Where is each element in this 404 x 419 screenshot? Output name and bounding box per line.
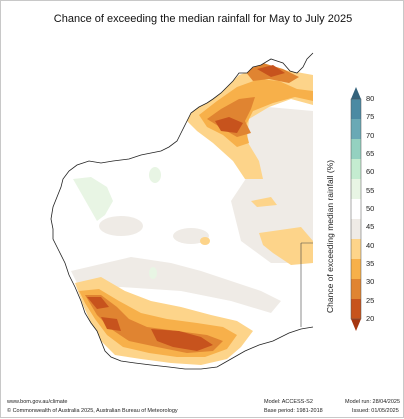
colorbar-tick-label: 35 [366, 259, 375, 268]
footer-model: Model: ACCESS-S2 [264, 399, 313, 405]
colorbar-cell [351, 299, 361, 319]
footer-model-run: Model run: 28/04/2025 [345, 399, 401, 405]
colorbar-cell [351, 159, 361, 179]
colorbar-arrow-bottom [351, 319, 361, 331]
colorbar-tick-label: 40 [366, 240, 375, 250]
colorbar [350, 87, 362, 331]
colorbar-cell [351, 99, 361, 119]
colorbar-tick-label: 25 [366, 295, 375, 305]
colorbar-cell [351, 199, 361, 219]
colorbar-cell [351, 219, 361, 239]
colorbar-tick-label: 60 [366, 167, 375, 177]
colorbar-cell [351, 179, 361, 199]
colorbar-tick-label: 75 [366, 112, 375, 122]
footer-issued: Issued: 01/05/2025 [352, 408, 399, 414]
colorbar-tick-label: 65 [366, 149, 375, 158]
colorbar-tick-label: 55 [366, 185, 375, 195]
footer-url: www.bom.gov.au/climate [7, 399, 68, 405]
colorbar-tick-label: 20 [366, 314, 375, 323]
colorbar-tick-label: 50 [366, 204, 375, 213]
colorbar-label: Chance of exceeding median rainfall (%) [325, 159, 335, 313]
colorbar-tick-label: 30 [366, 277, 375, 287]
colorbar-tick-label: 80 [366, 94, 375, 103]
footer-base-period: Base period: 1981-2018 [264, 408, 323, 414]
rainfall-fill [51, 53, 313, 369]
colorbar-cell [351, 239, 361, 259]
footer-copyright: © Commonwealth of Australia 2025, Austra… [7, 408, 178, 414]
map-title: Chance of exceeding the median rainfall … [53, 13, 353, 25]
colorbar-cell [351, 279, 361, 299]
colorbar-arrow-top [351, 87, 361, 99]
colorbar-cell [351, 139, 361, 159]
colorbar-cell [351, 119, 361, 139]
colorbar-cell [351, 259, 361, 279]
coastline [50, 52, 314, 370]
colorbar-tick-label: 70 [366, 130, 375, 140]
state-border [300, 242, 313, 327]
colorbar-tick-label: 45 [366, 222, 375, 232]
